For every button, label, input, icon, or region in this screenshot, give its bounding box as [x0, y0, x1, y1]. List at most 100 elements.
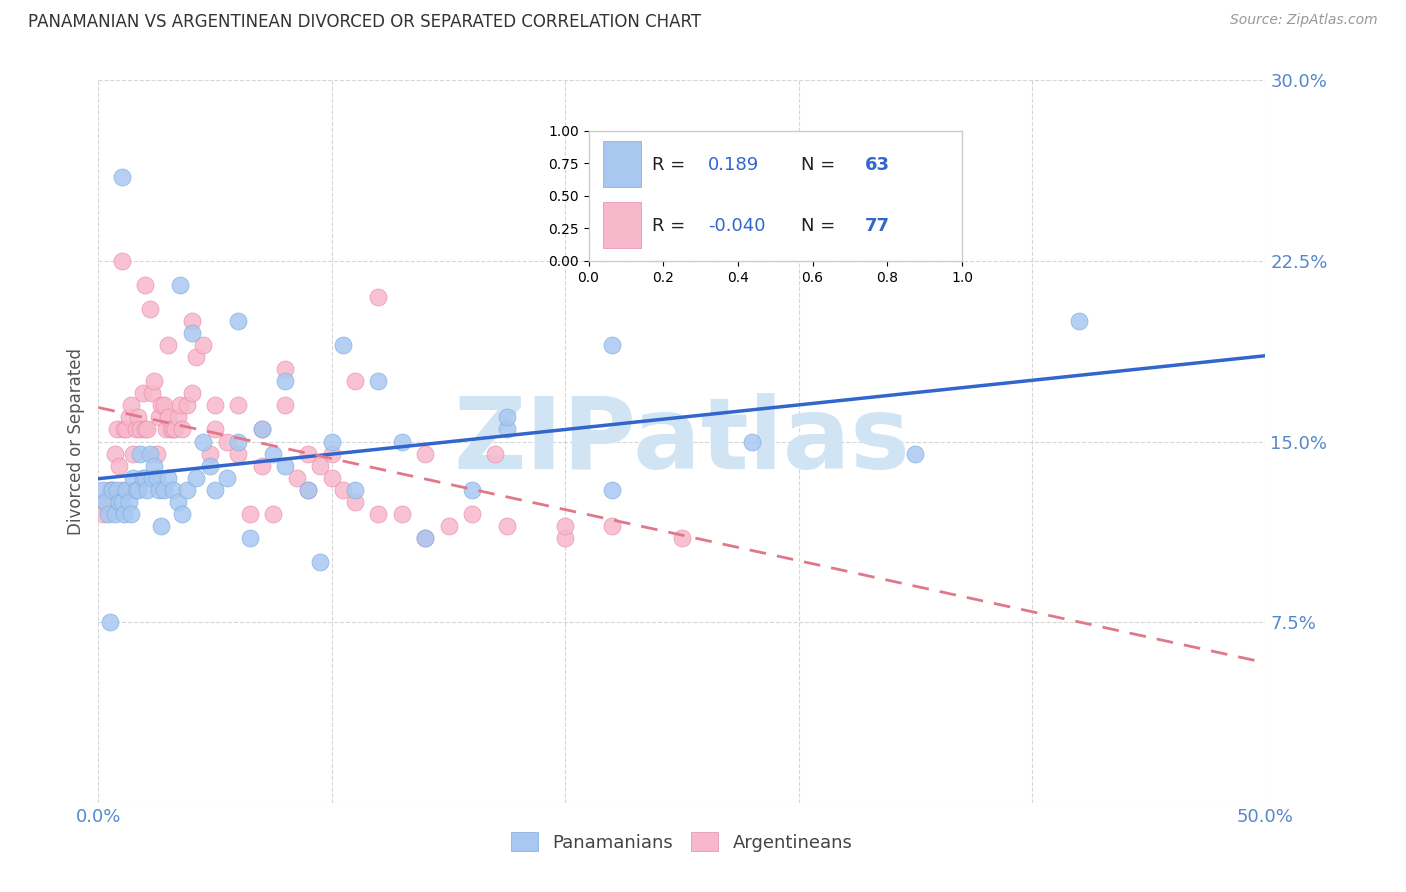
Point	[250, 458, 273, 473]
Point	[285, 470, 308, 484]
Point	[157, 410, 180, 425]
Point	[180, 314, 202, 328]
Point	[136, 483, 159, 497]
Point	[344, 374, 367, 388]
Point	[180, 326, 202, 340]
Point	[239, 507, 262, 521]
Point	[169, 398, 191, 412]
Point	[496, 422, 519, 436]
Point	[118, 494, 141, 508]
Point	[120, 507, 142, 521]
Y-axis label: Divorced or Separated: Divorced or Separated	[66, 348, 84, 535]
Point	[150, 518, 173, 533]
Point	[162, 422, 184, 436]
Point	[97, 494, 120, 508]
Point	[108, 494, 131, 508]
Point	[120, 398, 142, 412]
Point	[108, 458, 131, 473]
Point	[111, 483, 134, 497]
Point	[104, 507, 127, 521]
Point	[166, 410, 188, 425]
Point	[437, 518, 460, 533]
Point	[496, 518, 519, 533]
Text: Source: ZipAtlas.com: Source: ZipAtlas.com	[1230, 13, 1378, 28]
Point	[413, 531, 436, 545]
Point	[262, 507, 284, 521]
Point	[169, 277, 191, 292]
Point	[904, 446, 927, 460]
Point	[129, 446, 152, 460]
Point	[274, 374, 297, 388]
Point	[172, 507, 194, 521]
Point	[228, 446, 250, 460]
Point	[146, 446, 169, 460]
Point	[250, 422, 273, 436]
Point	[391, 434, 413, 449]
Point	[413, 446, 436, 460]
Point	[115, 483, 138, 497]
Point	[111, 494, 134, 508]
Point	[125, 422, 148, 436]
Point	[129, 422, 152, 436]
Point	[134, 422, 156, 436]
Point	[262, 446, 284, 460]
Point	[111, 169, 134, 184]
Point	[162, 483, 184, 497]
Point	[152, 398, 174, 412]
Point	[186, 350, 208, 364]
Point	[139, 446, 162, 460]
Point	[176, 483, 198, 497]
Point	[148, 483, 170, 497]
Point	[461, 507, 484, 521]
Point	[554, 531, 576, 545]
Point	[91, 507, 114, 521]
Point	[118, 410, 141, 425]
Point	[115, 422, 138, 436]
Point	[554, 518, 576, 533]
Point	[274, 398, 297, 412]
Point	[98, 615, 121, 630]
Point	[127, 483, 149, 497]
Point	[94, 494, 117, 508]
Point	[741, 434, 763, 449]
Point	[172, 422, 194, 436]
Point	[332, 338, 354, 352]
Point	[139, 301, 162, 317]
Point	[367, 290, 389, 304]
Point	[105, 483, 128, 497]
Point	[148, 410, 170, 425]
Point	[125, 483, 148, 497]
Text: PANAMANIAN VS ARGENTINEAN DIVORCED OR SEPARATED CORRELATION CHART: PANAMANIAN VS ARGENTINEAN DIVORCED OR SE…	[28, 13, 702, 31]
Point	[600, 338, 623, 352]
Point	[105, 422, 128, 436]
Point	[239, 531, 262, 545]
Point	[200, 446, 222, 460]
Point	[600, 518, 623, 533]
Point	[176, 398, 198, 412]
Point	[228, 434, 250, 449]
Point	[132, 386, 155, 401]
Point	[157, 338, 180, 352]
Point	[98, 483, 121, 497]
Point	[186, 470, 208, 484]
Point	[297, 446, 319, 460]
Point	[111, 253, 134, 268]
Point	[367, 507, 389, 521]
Point	[132, 470, 155, 484]
Point	[274, 362, 297, 376]
Legend: Panamanians, Argentineans: Panamanians, Argentineans	[503, 825, 860, 859]
Point	[496, 410, 519, 425]
Point	[91, 483, 114, 497]
Point	[332, 483, 354, 497]
Point	[157, 470, 180, 484]
Point	[484, 446, 506, 460]
Point	[166, 494, 188, 508]
Point	[104, 446, 127, 460]
Point	[193, 434, 215, 449]
Point	[321, 434, 343, 449]
Point	[204, 422, 226, 436]
Point	[309, 555, 332, 569]
Point	[155, 422, 177, 436]
Point	[180, 386, 202, 401]
Point	[671, 531, 693, 545]
